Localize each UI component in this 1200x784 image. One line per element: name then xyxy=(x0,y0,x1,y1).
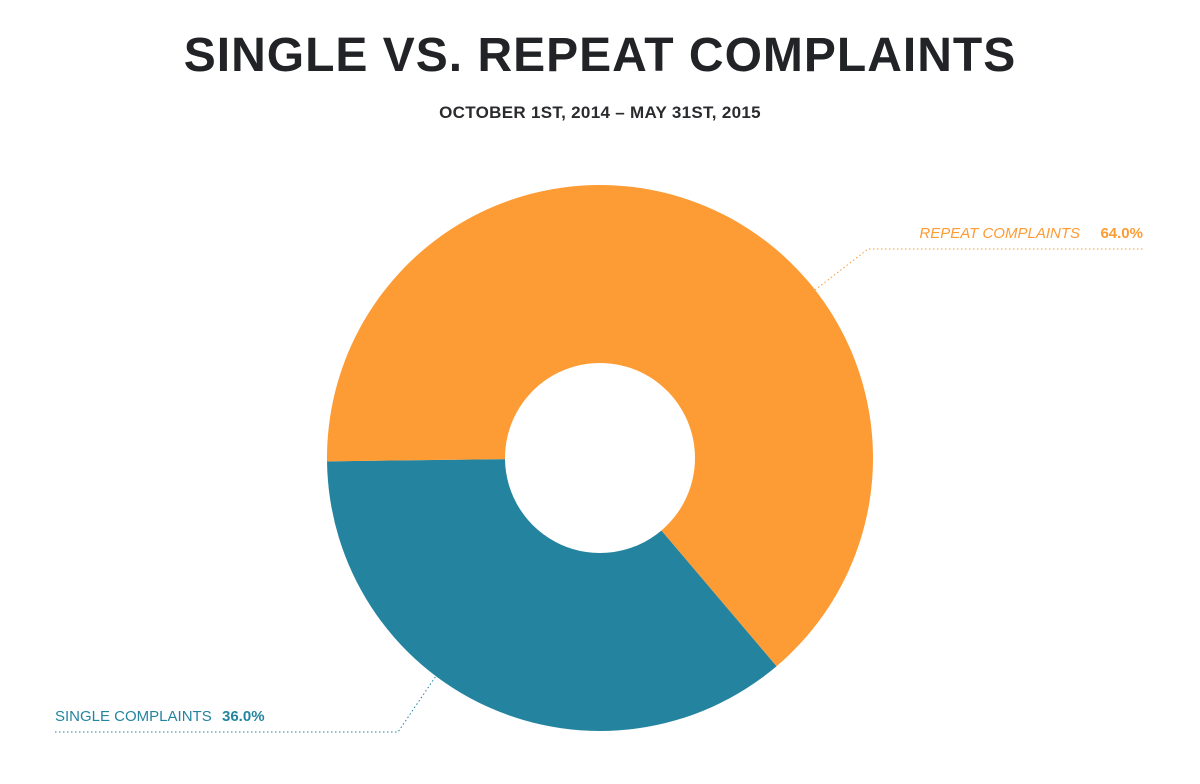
slice-repeat-complaints xyxy=(327,184,874,667)
slice-value-label: 64.0% xyxy=(1100,225,1143,242)
chart-subtitle: OCTOBER 1ST, 2014 – MAY 31ST, 2015 xyxy=(439,103,761,122)
chart-title: SINGLE VS. REPEAT COMPLAINTS xyxy=(183,29,1017,82)
slice-value-label: 36.0% xyxy=(222,708,265,725)
slices-layer xyxy=(327,184,874,731)
slice-label: SINGLE COMPLAINTS xyxy=(55,708,212,725)
leader-line xyxy=(814,248,1143,291)
labels-layer: SINGLE COMPLAINTS 36.0% REPEAT COMPLAINTS 6… xyxy=(55,225,1143,733)
label-single-complaints: SINGLE COMPLAINTS 36.0% xyxy=(55,675,437,733)
label-repeat-complaints: REPEAT COMPLAINTS 64.0% xyxy=(814,225,1143,291)
slice-label: REPEAT COMPLAINTS xyxy=(919,225,1080,242)
leader-line xyxy=(55,675,437,733)
slice-single-complaints xyxy=(327,459,777,731)
